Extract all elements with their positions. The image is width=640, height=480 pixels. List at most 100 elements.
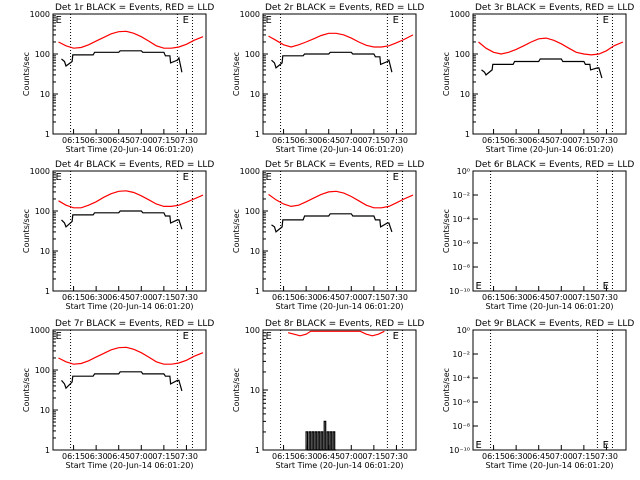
y-axis-label: Counts/sec — [22, 209, 31, 253]
x-tick-label: 06:30 — [505, 452, 528, 461]
y-tick-label: 1 — [465, 130, 470, 139]
panel-1: Det 1r BLACK = Events, RED = LLD 1 10 100 10… — [22, 3, 214, 154]
x-tick-label: 06:45 — [527, 136, 550, 145]
x-tick-label: 07:30 — [595, 293, 618, 302]
x-tick-label: 07:00 — [130, 293, 153, 302]
y-axis-label: Counts/sec — [22, 368, 31, 412]
y-axis-label: Counts/sec — [442, 52, 451, 96]
x-tick-label: 06:15 — [482, 293, 505, 302]
x-tick-label: 06:30 — [295, 452, 318, 461]
x-tick-label: 07:00 — [130, 136, 153, 145]
panel-title: Det 9r BLACK = Events, RED = LLD — [475, 319, 634, 329]
y-tick-label: 10 — [460, 90, 470, 99]
e-marker: E — [183, 172, 189, 183]
x-tick-label: 07:00 — [340, 452, 363, 461]
x-tick-label: 07:30 — [175, 452, 198, 461]
y-tick-label: 1 — [255, 130, 260, 139]
x-tick-label: 06:15 — [62, 136, 85, 145]
x-tick-label: 06:30 — [85, 136, 108, 145]
y-tick-label: 1000 — [30, 10, 50, 19]
panel-title: Det 5r BLACK = Events, RED = LLD — [265, 160, 424, 170]
y-tick-label: 100 — [35, 207, 50, 216]
y-tick-label: 100 — [245, 326, 260, 335]
x-tick-label: 07:00 — [550, 452, 573, 461]
panel-title: Det 7r BLACK = Events, RED = LLD — [55, 319, 214, 329]
y-tick-label: 10⁻¹⁰ — [449, 287, 470, 296]
y-tick-label: 10⁻² — [452, 350, 470, 359]
y-tick-label: 10⁰ — [457, 326, 470, 335]
e-marker: E — [603, 15, 609, 26]
y-tick-label: 10⁻⁶ — [452, 398, 470, 407]
y-tick-label: 100 — [455, 50, 470, 59]
panel-title: Det 4r BLACK = Events, RED = LLD — [55, 160, 214, 170]
events-series-line — [271, 213, 393, 233]
y-tick-label: 10⁻¹⁰ — [449, 446, 470, 455]
y-tick-label: 1 — [45, 130, 50, 139]
x-tick-label: 06:15 — [62, 293, 85, 302]
e-marker: E — [183, 15, 189, 26]
plot-frame — [472, 329, 627, 451]
x-tick-label: 07:30 — [595, 452, 618, 461]
y-tick-label: 10⁻⁴ — [452, 374, 470, 383]
x-tick-label: 06:15 — [272, 136, 295, 145]
panel-5: Det 5r BLACK = Events, RED = LLD 1 10 100 10… — [232, 160, 424, 311]
x-tick-label: 07:00 — [130, 452, 153, 461]
e-marker: E — [183, 331, 189, 342]
x-tick-label: 06:30 — [505, 293, 528, 302]
panel-title: Det 2r BLACK = Events, RED = LLD — [265, 3, 424, 13]
x-tick-label: 07:30 — [385, 452, 408, 461]
y-tick-label: 10⁻⁴ — [452, 215, 470, 224]
y-axis-label: Counts/sec — [442, 368, 451, 412]
x-axis-label: Start Time (20-Jun-14 06:01:20) — [66, 302, 194, 311]
x-tick-label: 06:45 — [317, 293, 340, 302]
y-tick-label: 1 — [255, 287, 260, 296]
panel-7: Det 7r BLACK = Events, RED = LLD 1 10 100 10… — [22, 319, 214, 470]
x-tick-label: 07:15 — [362, 452, 385, 461]
e-marker: E — [393, 331, 399, 342]
x-tick-label: 07:15 — [362, 293, 385, 302]
y-tick-label: 10 — [250, 247, 260, 256]
e-marker: E — [56, 172, 62, 183]
y-axis-label: Counts/sec — [232, 209, 241, 253]
x-tick-label: 07:15 — [572, 136, 595, 145]
y-axis-label: Counts/sec — [442, 209, 451, 253]
e-marker: E — [476, 281, 482, 292]
x-axis-label: Start Time (20-Jun-14 06:01:20) — [276, 302, 404, 311]
lld-series-line — [58, 190, 204, 209]
y-tick-label: 1 — [255, 446, 260, 455]
x-tick-label: 07:15 — [362, 136, 385, 145]
y-tick-label: 1000 — [240, 10, 260, 19]
x-tick-label: 07:30 — [595, 136, 618, 145]
y-tick-label: 10 — [40, 90, 50, 99]
x-tick-label: 06:15 — [482, 452, 505, 461]
events-series-line — [481, 58, 603, 79]
plot-frame — [52, 329, 207, 451]
e-marker: E — [266, 172, 272, 183]
panel-4: Det 4r BLACK = Events, RED = LLD 1 10 100 10… — [22, 160, 214, 311]
x-tick-label: 07:15 — [152, 293, 175, 302]
lld-series-line — [268, 32, 414, 48]
events-series-line — [305, 420, 337, 451]
x-tick-label: 06:15 — [272, 293, 295, 302]
e-marker: E — [603, 440, 609, 451]
plot-frame — [262, 170, 417, 292]
y-tick-label: 10⁰ — [457, 167, 470, 176]
plot-frame — [472, 170, 627, 292]
panel-title: Det 6r BLACK = Events, RED = LLD — [475, 160, 634, 170]
y-tick-label: 1 — [45, 446, 50, 455]
x-tick-label: 06:30 — [295, 136, 318, 145]
x-tick-label: 06:15 — [272, 452, 295, 461]
x-axis-label: Start Time (20-Jun-14 06:01:20) — [276, 461, 404, 470]
x-tick-label: 07:15 — [152, 452, 175, 461]
x-axis-label: Start Time (20-Jun-14 06:01:20) — [486, 461, 614, 470]
y-tick-label: 100 — [35, 366, 50, 375]
y-tick-label: 100 — [35, 50, 50, 59]
x-tick-label: 07:30 — [385, 136, 408, 145]
panel-title: Det 3r BLACK = Events, RED = LLD — [475, 3, 634, 13]
x-tick-label: 06:30 — [85, 452, 108, 461]
plot-frame — [472, 13, 627, 135]
y-axis-label: Counts/sec — [22, 52, 31, 96]
x-tick-label: 07:15 — [152, 136, 175, 145]
e-marker: E — [266, 15, 272, 26]
